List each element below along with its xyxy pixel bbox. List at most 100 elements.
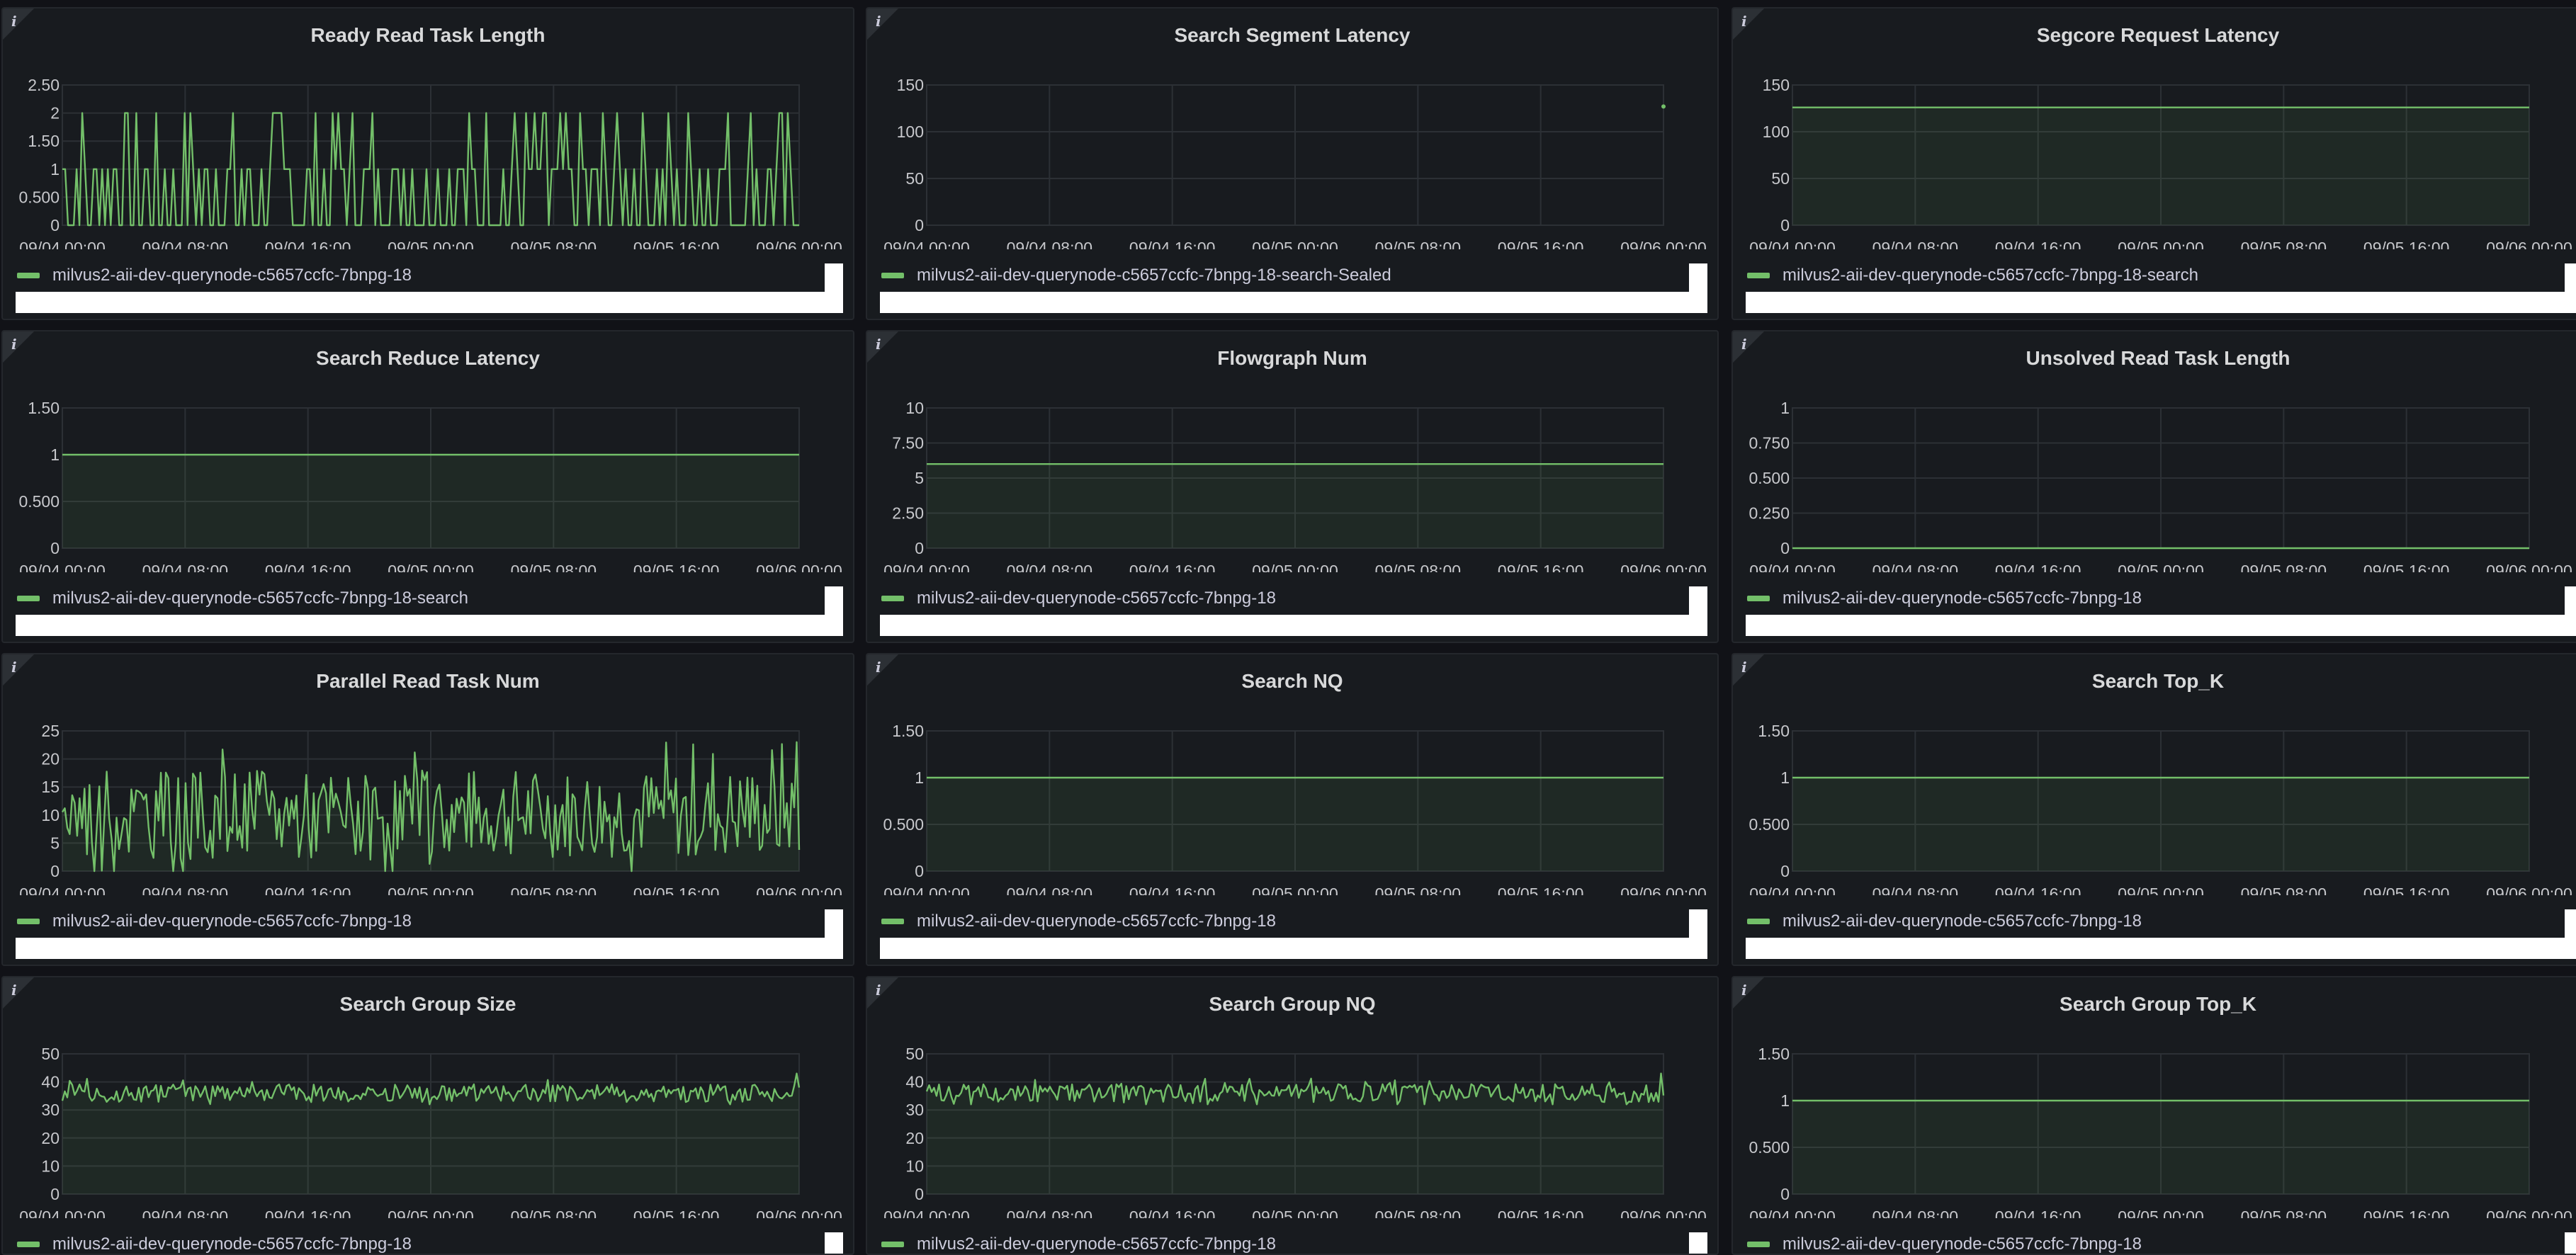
x-tick-label: 09/05 08:00 [1375,1208,1462,1218]
y-tick-label: 1.50 [892,722,924,740]
info-icon[interactable]: i [1741,13,1747,30]
panel-segcore-request-latency[interactable]: i Segcore Request Latency 09/04 00:00 09/04… [1732,7,2576,320]
x-tick-label: 09/05 00:00 [388,562,474,572]
panel-corner [3,654,34,686]
legend-item[interactable]: milvus2-aii-dev-querynode-c5657ccfc-7bnp… [881,1232,1276,1254]
legend-horizontal-scrollbar[interactable] [16,292,829,313]
legend-item[interactable]: milvus2-aii-dev-querynode-c5657ccfc-7bnp… [1747,1232,2142,1254]
info-icon[interactable]: i [1741,982,1747,999]
panel-title[interactable]: Ready Read Task Length [310,24,546,46]
y-tick-label: 50 [1771,169,1790,188]
x-tick-label: 09/04 00:00 [883,239,970,249]
legend-vertical-scrollbar[interactable] [825,909,843,959]
legend-item[interactable]: milvus2-aii-dev-querynode-c5657ccfc-7bnp… [1747,909,2142,933]
legend-vertical-scrollbar[interactable] [2565,263,2576,313]
series-area [1792,107,2529,225]
legend-vertical-scrollbar[interactable] [1689,586,1707,636]
legend-vertical-scrollbar[interactable] [825,1232,843,1254]
legend-item[interactable]: milvus2-aii-dev-querynode-c5657ccfc-7bnp… [17,586,468,611]
panel-search-segment-latency[interactable]: i Search Segment Latency 09/04 00:00 09/04 … [866,7,1719,320]
x-tick-label: 09/05 00:00 [2118,1208,2204,1218]
x-tick-label: 09/04 16:00 [1995,885,2081,895]
legend-horizontal-scrollbar[interactable] [1746,938,2576,959]
info-icon[interactable]: i [876,982,881,999]
panel-search-group-top-k[interactable]: i Search Group Top_K 09/04 00:00 09/04 08:0… [1732,976,2576,1255]
panel-search-reduce-latency[interactable]: i Search Reduce Latency 09/04 00:00 09/04 0… [1,330,854,643]
panel-title[interactable]: Search Group Size [339,993,516,1015]
legend-horizontal-scrollbar[interactable] [880,292,1693,313]
y-tick-label: 0 [915,1185,924,1203]
panel-title[interactable]: Search Reduce Latency [316,347,540,369]
legend-item[interactable]: milvus2-aii-dev-querynode-c5657ccfc-7bnp… [17,263,412,288]
legend-vertical-scrollbar[interactable] [825,263,843,313]
panel-title[interactable]: Parallel Read Task Num [316,670,540,692]
legend-vertical-scrollbar[interactable] [1689,1232,1707,1254]
info-icon[interactable]: i [11,982,17,999]
x-tick-label: 09/05 00:00 [388,1208,474,1218]
panel-title[interactable]: Search Group NQ [1209,993,1376,1015]
panel-flowgraph-num[interactable]: i Flowgraph Num 09/04 00:00 09/04 08:00 09/0… [866,330,1719,643]
legend-horizontal-scrollbar[interactable] [1746,292,2576,313]
info-icon[interactable]: i [876,659,881,676]
legend-vertical-scrollbar[interactable] [2565,1232,2576,1254]
legend-horizontal-scrollbar[interactable] [1746,615,2576,636]
x-tick-label: 09/05 00:00 [388,239,474,249]
panel-title[interactable]: Unsolved Read Task Length [2026,347,2290,369]
legend-vertical-scrollbar[interactable] [1689,263,1707,313]
panel-corner [1733,8,1764,40]
panel-search-nq[interactable]: i Search NQ 09/04 00:00 09/04 08:00 09/04 16… [866,653,1719,966]
legend-label: milvus2-aii-dev-querynode-c5657ccfc-7bnp… [1783,1234,2142,1254]
info-icon[interactable]: i [11,13,17,30]
x-tick-label: 09/05 16:00 [633,885,720,895]
panel-title[interactable]: Search Segment Latency [1174,24,1411,46]
y-tick-label: 1 [50,160,60,178]
panel-title[interactable]: Search Top_K [2091,670,2225,692]
legend-item[interactable]: milvus2-aii-dev-querynode-c5657ccfc-7bnp… [1747,586,2142,611]
y-tick-label: 10 [41,1157,60,1175]
x-tick-label: 09/06 00:00 [756,239,842,249]
info-icon[interactable]: i [1741,659,1747,676]
panel-title[interactable]: Flowgraph Num [1217,347,1367,369]
legend-vertical-scrollbar[interactable] [1689,909,1707,959]
panel-title[interactable]: Segcore Request Latency [2036,24,2280,46]
panel-ready-read-task-length[interactable]: i Ready Read Task Length 09/04 00:00 09/04 … [1,7,854,320]
legend-horizontal-scrollbar[interactable] [16,938,829,959]
info-icon[interactable]: i [1741,336,1747,353]
legend-item[interactable]: milvus2-aii-dev-querynode-c5657ccfc-7bnp… [17,1232,412,1254]
legend-item[interactable]: milvus2-aii-dev-querynode-c5657ccfc-7bnp… [1747,263,2198,288]
legend-vertical-scrollbar[interactable] [2565,586,2576,636]
panel-title[interactable]: Search NQ [1241,670,1343,692]
x-tick-label: 09/04 00:00 [19,562,106,572]
legend-item[interactable]: milvus2-aii-dev-querynode-c5657ccfc-7bnp… [881,263,1391,288]
panel-parallel-read-task-num[interactable]: i Parallel Read Task Num 09/04 00:00 09/04 … [1,653,854,966]
x-tick-label: 09/06 00:00 [1620,885,1707,895]
x-tick-label: 09/05 08:00 [2241,1208,2327,1218]
panel-search-group-nq[interactable]: i Search Group NQ 09/04 00:00 09/04 08:00 09… [866,976,1719,1255]
legend-horizontal-scrollbar[interactable] [16,615,829,636]
info-icon[interactable]: i [11,659,17,676]
series-area [927,1073,1663,1194]
series-area [927,464,1663,548]
legend-item[interactable]: milvus2-aii-dev-querynode-c5657ccfc-7bnp… [17,909,412,933]
legend-horizontal-scrollbar[interactable] [880,938,1693,959]
panel-unsolved-read-task-length[interactable]: i Unsolved Read Task Length 09/04 00:00 09/… [1732,330,2576,643]
legend-item[interactable]: milvus2-aii-dev-querynode-c5657ccfc-7bnp… [881,586,1276,611]
info-icon[interactable]: i [11,336,17,353]
y-tick-label: 0 [50,862,60,880]
panel-title[interactable]: Search Group Top_K [2060,993,2256,1015]
y-tick-label: 1.50 [1758,722,1790,740]
legend-horizontal-scrollbar[interactable] [880,615,1693,636]
info-icon[interactable]: i [876,13,881,30]
legend-item[interactable]: milvus2-aii-dev-querynode-c5657ccfc-7bnp… [881,909,1276,933]
x-tick-label: 09/04 16:00 [1129,1208,1216,1218]
y-tick-label: 0.500 [1749,1138,1790,1157]
legend-vertical-scrollbar[interactable] [825,586,843,636]
panel-search-top-k[interactable]: i Search Top_K 09/04 00:00 09/04 08:00 09/04… [1732,653,2576,966]
info-icon[interactable]: i [876,336,881,353]
legend-color-icon [17,1242,40,1247]
y-tick-label: 5 [50,834,60,852]
y-tick-label: 1.50 [28,132,60,150]
y-tick-label: 150 [1763,76,1790,94]
panel-search-group-size[interactable]: i Search Group Size 09/04 00:00 09/04 08:00… [1,976,854,1255]
legend-vertical-scrollbar[interactable] [2565,909,2576,959]
